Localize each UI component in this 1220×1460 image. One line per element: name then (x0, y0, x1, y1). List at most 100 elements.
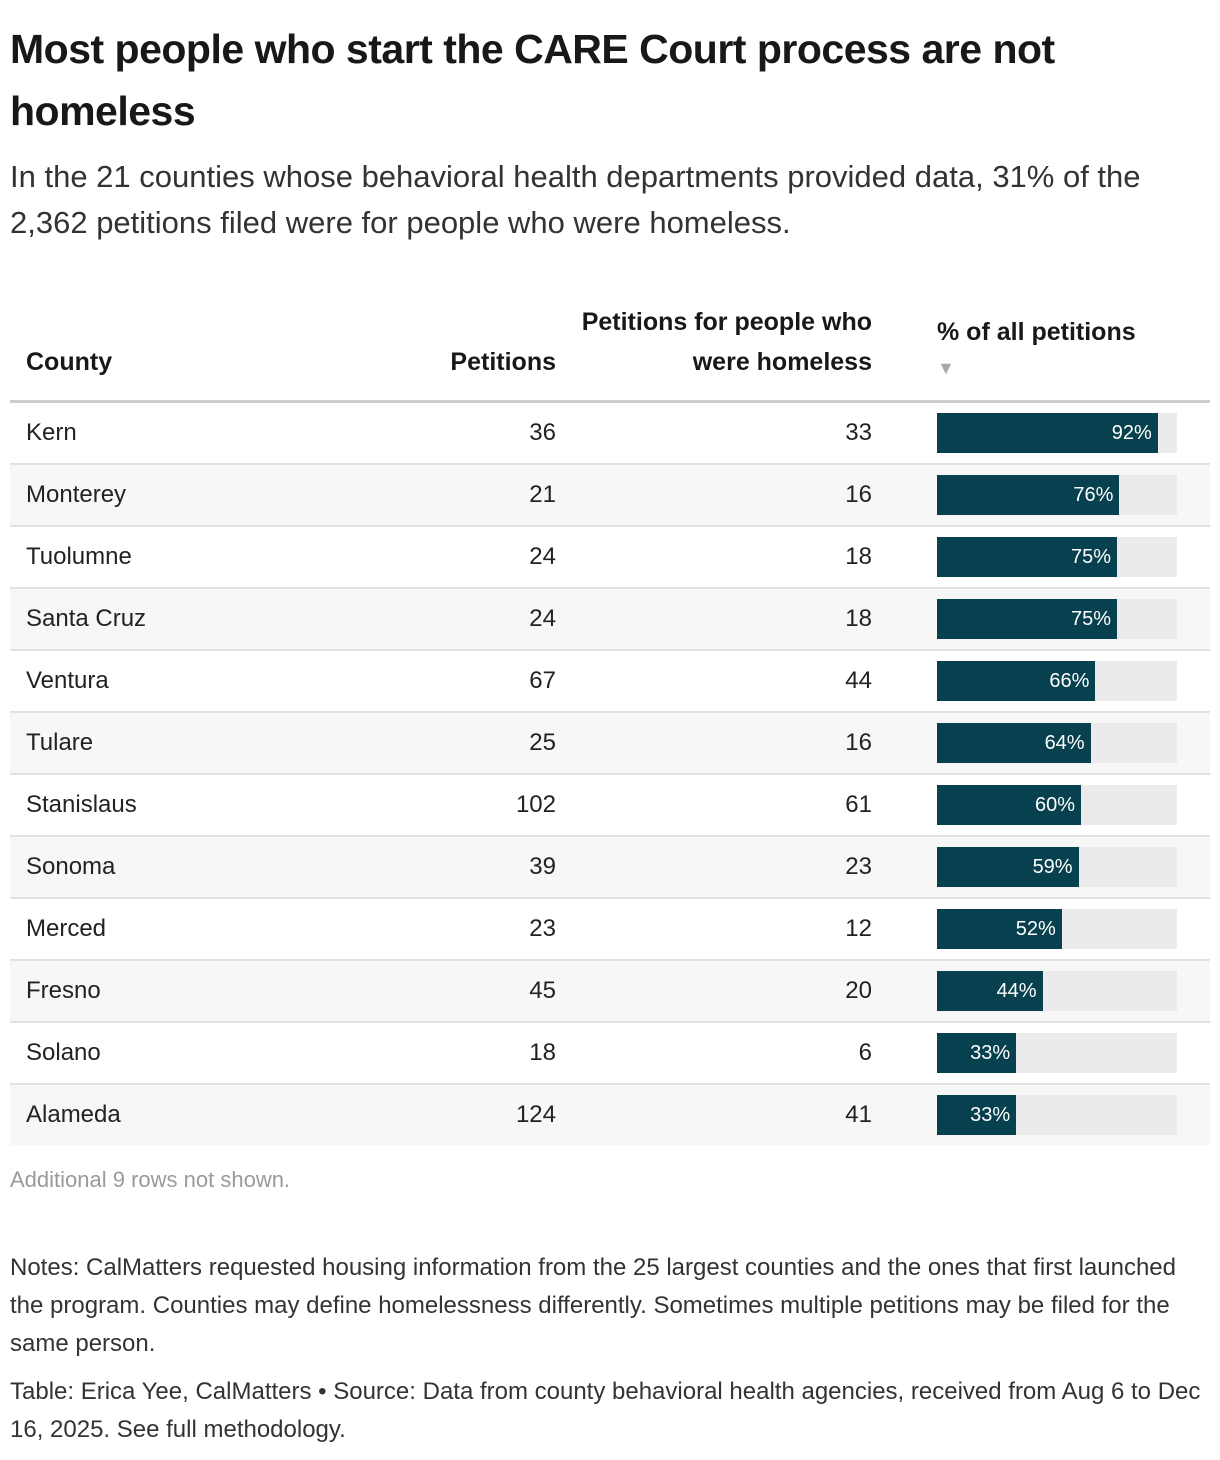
pct-bar-track: 92% (937, 413, 1177, 453)
county-cell: Tulare (10, 712, 320, 775)
column-header-pct-label: % of all petitions (937, 318, 1136, 346)
petitions-cell: 39 (320, 836, 556, 899)
county-cell: Tuolumne (10, 526, 320, 589)
data-table: County Petitions Petitions for people wh… (10, 302, 1210, 1145)
homeless-cell: 20 (556, 960, 872, 1023)
county-cell: Merced (10, 898, 320, 961)
table-row: Solano 18 6 33% (10, 1022, 1210, 1085)
spacer-cell (872, 898, 937, 961)
homeless-cell: 41 (556, 1084, 872, 1145)
homeless-cell: 23 (556, 836, 872, 899)
pct-cell: 59% (937, 836, 1210, 899)
pct-bar: 64% (937, 723, 1091, 763)
table-row: Stanislaus 102 61 60% (10, 774, 1210, 837)
notes: Notes: CalMatters requested housing info… (10, 1254, 1176, 1357)
table-row: Monterey 21 16 76% (10, 464, 1210, 527)
spacer-cell (872, 836, 937, 899)
pct-cell: 66% (937, 650, 1210, 713)
pct-bar-track: 76% (937, 475, 1177, 515)
column-header-homeless[interactable]: Petitions for people who were homeless (556, 302, 872, 403)
pct-bar-track: 44% (937, 971, 1177, 1011)
spacer-cell (872, 650, 937, 713)
table-row: Santa Cruz 24 18 75% (10, 588, 1210, 651)
pct-bar-label: 33% (970, 1042, 1011, 1064)
column-header-county[interactable]: County (10, 302, 320, 403)
pct-cell: 52% (937, 898, 1210, 961)
table-row: Fresno 45 20 44% (10, 960, 1210, 1023)
petitions-cell: 45 (320, 960, 556, 1023)
pct-cell: 75% (937, 526, 1210, 589)
petitions-cell: 36 (320, 401, 556, 465)
petitions-cell: 25 (320, 712, 556, 775)
petitions-cell: 24 (320, 526, 556, 589)
spacer-cell (872, 712, 937, 775)
pct-cell: 64% (937, 712, 1210, 775)
petitions-cell: 21 (320, 464, 556, 527)
county-cell: Solano (10, 1022, 320, 1085)
petitions-cell: 124 (320, 1084, 556, 1145)
homeless-cell: 18 (556, 588, 872, 651)
county-cell: Monterey (10, 464, 320, 527)
pct-cell: 75% (937, 588, 1210, 651)
county-cell: Sonoma (10, 836, 320, 899)
pct-bar: 60% (937, 785, 1081, 825)
pct-bar: 66% (937, 661, 1096, 701)
pct-bar-label: 75% (1070, 608, 1111, 630)
pct-bar: 76% (937, 475, 1120, 515)
homeless-cell: 44 (556, 650, 872, 713)
county-cell: Stanislaus (10, 774, 320, 837)
spacer-cell (872, 960, 937, 1023)
pct-bar-label: 33% (970, 1104, 1011, 1126)
pct-cell: 76% (937, 464, 1210, 527)
spacer-cell (872, 774, 937, 837)
pct-bar-label: 60% (1034, 794, 1075, 816)
pct-bar-track: 60% (937, 785, 1177, 825)
pct-bar: 33% (937, 1095, 1017, 1135)
spacer-cell (872, 464, 937, 527)
spacer-cell (872, 1084, 937, 1145)
table-row: Ventura 67 44 66% (10, 650, 1210, 713)
pct-bar-track: 33% (937, 1033, 1177, 1073)
petitions-cell: 102 (320, 774, 556, 837)
pct-bar: 92% (937, 413, 1158, 453)
pct-bar-track: 59% (937, 847, 1177, 887)
pct-bar-track: 33% (937, 1095, 1177, 1135)
table-row: Alameda 124 41 33% (10, 1084, 1210, 1145)
table-body: Kern 36 33 92% Monterey 21 16 76% Tuolumne 24 18 75… (10, 401, 1210, 1145)
pct-cell: 92% (937, 401, 1210, 465)
table-row: Tuolumne 24 18 75% (10, 526, 1210, 589)
petitions-cell: 23 (320, 898, 556, 961)
spacer-cell (872, 588, 937, 651)
pct-cell: 33% (937, 1084, 1210, 1145)
table-row: Sonoma 39 23 59% (10, 836, 1210, 899)
homeless-cell: 18 (556, 526, 872, 589)
column-header-pct[interactable]: % of all petitions ▼ (937, 302, 1210, 403)
spacer-cell (872, 401, 937, 465)
column-header-petitions[interactable]: Petitions (320, 302, 556, 403)
pct-bar-track: 66% (937, 661, 1177, 701)
pct-bar-label: 66% (1049, 670, 1090, 692)
homeless-cell: 33 (556, 401, 872, 465)
pct-bar-label: 92% (1111, 422, 1152, 444)
table-row: Merced 23 12 52% (10, 898, 1210, 961)
pct-bar-track: 52% (937, 909, 1177, 949)
sort-descending-icon[interactable]: ▼ (937, 358, 955, 378)
table-row: Kern 36 33 92% (10, 401, 1210, 465)
pct-bar-label: 75% (1070, 546, 1111, 568)
additional-rows-note: Additional 9 rows not shown. (10, 1167, 291, 1192)
pct-bar-track: 64% (937, 723, 1177, 763)
petitions-cell: 67 (320, 650, 556, 713)
pct-bar-label: 59% (1032, 856, 1073, 878)
pct-bar-label: 44% (996, 980, 1037, 1002)
county-cell: Fresno (10, 960, 320, 1023)
pct-bar-track: 75% (937, 537, 1177, 577)
pct-cell: 60% (937, 774, 1210, 837)
spacer-cell (872, 526, 937, 589)
pct-bar: 33% (937, 1033, 1017, 1073)
county-cell: Santa Cruz (10, 588, 320, 651)
pct-bar-label: 76% (1073, 484, 1114, 506)
county-cell: Kern (10, 401, 320, 465)
spacer-cell (872, 1022, 937, 1085)
chart-title: Most people who start the CARE Court pro… (10, 26, 1055, 134)
column-spacer (872, 302, 937, 403)
